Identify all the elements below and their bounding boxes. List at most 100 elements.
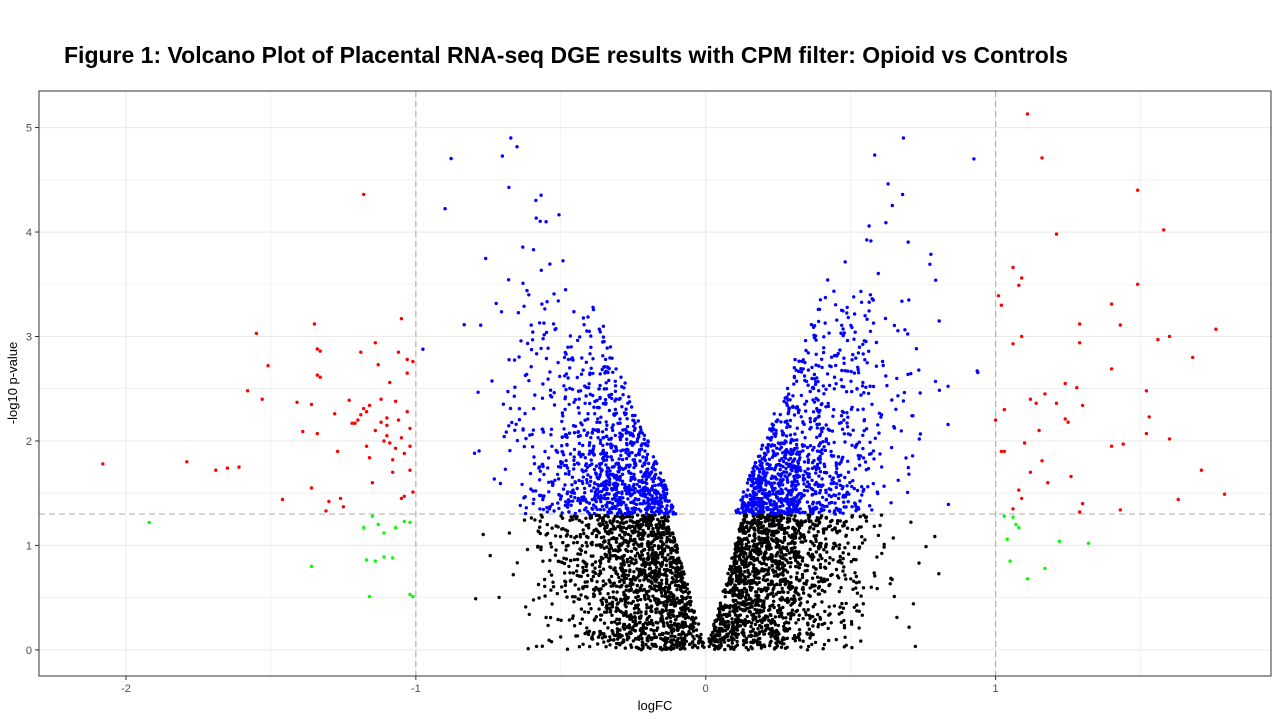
nonsignificant-point [747,540,751,544]
significant-point [531,501,535,506]
nonsignificant-point [746,568,750,572]
nonsignificant-point [622,627,627,631]
significant-point [780,500,784,505]
nonsignificant-point [652,587,657,591]
nonsignificant-point [838,605,842,609]
nonsignificant-point [759,550,763,555]
nonsignificant-point [644,642,648,647]
nonsignificant-point [844,601,848,606]
significant-point [620,492,624,496]
nonsignificant-point [840,610,844,615]
nonsignificant-point [797,628,802,632]
nonsignificant-point [781,545,785,549]
nonsignificant-point [647,589,651,593]
nonsignificant-point [782,624,786,629]
significant-point [808,389,812,394]
significant-point [760,466,764,470]
significant-point [626,497,630,501]
nonsignificant-point [801,591,806,595]
significant-point [824,387,828,391]
significant-point [562,427,566,431]
nonsignificant-point [675,579,679,584]
nonsignificant-point [730,632,735,636]
significant-point [803,338,808,343]
nonsignificant-point [606,626,610,630]
nonsignificant-point [599,545,603,549]
significant-point [559,494,564,498]
significant-point [601,451,605,456]
nonsignificant-point [850,527,854,532]
significant-point [613,389,618,393]
nonsignificant-point [618,533,622,537]
nonsignificant-point [749,640,753,644]
significant-point [567,431,572,435]
nonsignificant-point [657,567,662,571]
nonsignificant-point [646,526,651,531]
significant-point [601,436,605,440]
significant-point [816,307,820,312]
significant-point [735,510,739,515]
significant-point [766,467,771,471]
nonsignificant-point [625,637,629,642]
nonsignificant-point [585,596,589,600]
nonsignificant-point [741,555,746,559]
significant-point [791,487,796,491]
significant-point [798,465,802,470]
nonsignificant-point [619,599,623,603]
nonsignificant-point [577,597,582,601]
significant-point [556,360,560,365]
nonsignificant-point [813,640,818,645]
nonsignificant-point [534,644,539,649]
significant-point [846,432,850,436]
nonsignificant-point [759,529,764,534]
nonsignificant-point [603,552,607,556]
significant-point [790,460,795,464]
significant-point [646,440,650,444]
significant-point [587,501,592,505]
nonsignificant-point [648,521,653,525]
significant-point [760,496,764,501]
significant-point [620,385,624,389]
nonsignificant-point [627,626,632,630]
nonsignificant-point [781,527,785,531]
nonsignificant-point [599,613,603,617]
nonsignificant-point [813,589,817,593]
nonsignificant-point [728,645,733,649]
significant-point [597,475,602,479]
nonsignificant-point [745,544,749,548]
nonsignificant-point [743,546,747,550]
significant-point [597,387,601,391]
significant-point [786,498,790,502]
significant-point [875,490,879,494]
nonsignificant-point [666,636,670,641]
nonsignificant-point [614,571,618,575]
nonsignificant-point [608,580,612,584]
significant-point [610,458,614,462]
significant-point [605,469,609,474]
significant-point [756,504,761,508]
significant-point [812,465,817,469]
nonsignificant-point [743,570,747,574]
nonsignificant-point [864,515,868,520]
significant-point [499,310,504,314]
nonsignificant-point [801,616,805,621]
nonsignificant-point [823,559,828,563]
nonsignificant-point [579,574,583,579]
significant-point [658,496,663,500]
nonsignificant-point [610,602,614,606]
nonsignificant-point [762,574,766,579]
nonsignificant-point [669,602,673,607]
nonsignificant-point [635,590,639,595]
nonsignificant-point [645,592,649,596]
significant-point [592,453,596,457]
nonsignificant-point [544,615,548,620]
significant-point [561,453,566,457]
nonsignificant-point [738,548,742,552]
nonsignificant-point [806,551,811,555]
significant-point [822,392,826,396]
nonsignificant-point [688,642,692,646]
significant-point [610,465,615,469]
nonsignificant-point [753,576,758,580]
significant-point [651,479,655,484]
nonsignificant-point [718,630,722,634]
